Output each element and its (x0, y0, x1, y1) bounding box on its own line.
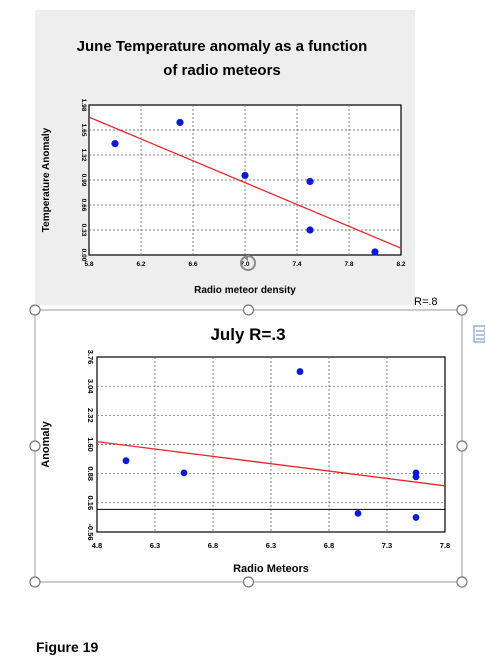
y-tick-label: 0.99 (80, 174, 87, 187)
data-point (180, 469, 188, 477)
x-tick-label: 6.3 (150, 541, 160, 550)
trendline (96, 441, 446, 487)
x-tick-label: 6.6 (188, 261, 197, 268)
y-tick-label: 1.60 (86, 437, 95, 452)
y-tick-label: 0.16 (86, 496, 95, 511)
x-tick-label: 6.8 (324, 541, 334, 550)
data-point (296, 368, 304, 375)
data-point (122, 457, 130, 465)
chart2-title: July R=.3 (210, 325, 285, 344)
x-tick-label: 7.0 (240, 261, 249, 268)
data-point (306, 226, 314, 234)
x-tick-label: 5.8 (84, 261, 93, 268)
x-tick-label: 6.3 (266, 541, 276, 550)
x-tick-label: 6.8 (208, 541, 218, 550)
y-tick-label: 3.04 (86, 379, 95, 394)
resize-handle[interactable] (29, 576, 41, 588)
x-tick-label: 6.2 (136, 261, 145, 268)
y-tick-label: 3.76 (86, 350, 95, 365)
x-tick-label: 4.8 (92, 541, 102, 550)
resize-handle[interactable] (242, 304, 255, 316)
x-tick-label: 8.2 (396, 261, 405, 268)
chart2-plot: 4.8 6.3 6.8 6.3 6.8 7.3 7.8 -0.56 0.16 0.88 1.60 2.… (40, 350, 450, 575)
y-tick-label: 1.65 (80, 124, 87, 137)
data-point (306, 177, 314, 186)
chart1-plot: 5.8 6.2 6.6 7.0 7.4 7.8 8.2 0.00 0.33 0.66 0.99 1.3… (41, 99, 406, 296)
chart1-title-line2: of radio meteors (163, 62, 281, 79)
data-point (111, 140, 119, 148)
y-tick-label: 2.32 (86, 408, 95, 423)
y-axis-label: Anomaly (40, 420, 52, 467)
y-tick-label: 0.00 (80, 249, 87, 262)
x-tick-label: 7.8 (440, 541, 450, 550)
data-point (412, 514, 420, 521)
data-point (354, 509, 362, 517)
y-axis-label: Temperature Anomaly (41, 127, 52, 232)
x-axis-label: Radio meteor density (194, 285, 296, 296)
x-tick-label: 7.4 (292, 261, 301, 268)
figure-caption: Figure 19 (36, 639, 98, 655)
data-point (176, 118, 184, 127)
r-note: R=.8 (414, 296, 438, 308)
y-tick-label: -0.56 (86, 523, 95, 540)
resize-handle[interactable] (456, 304, 468, 316)
y-tick-label: 0.66 (80, 199, 87, 212)
trendline (88, 116, 402, 249)
x-axis-label: Radio Meteors (233, 563, 309, 575)
resize-handle[interactable] (456, 576, 468, 588)
data-point (371, 248, 379, 256)
resize-handle[interactable] (29, 304, 41, 316)
rotate-handle-icon[interactable] (240, 255, 256, 271)
chart1-title-line1: June Temperature anomaly as a function (77, 38, 368, 55)
data-point (241, 171, 249, 180)
data-point (412, 473, 420, 481)
x-tick-label: 7.3 (382, 541, 392, 550)
resize-handle[interactable] (456, 440, 468, 452)
y-tick-label: 0.88 (86, 466, 95, 481)
resize-handle[interactable] (242, 576, 255, 588)
y-tick-label: 0.33 (80, 224, 87, 237)
y-tick-label: 1.98 (80, 99, 87, 112)
resize-handle[interactable] (29, 440, 41, 452)
selection-handles[interactable] (29, 304, 468, 588)
x-tick-label: 7.8 (344, 261, 353, 268)
y-tick-label: 1.32 (80, 149, 87, 162)
layout-options-icon[interactable] (473, 325, 485, 343)
